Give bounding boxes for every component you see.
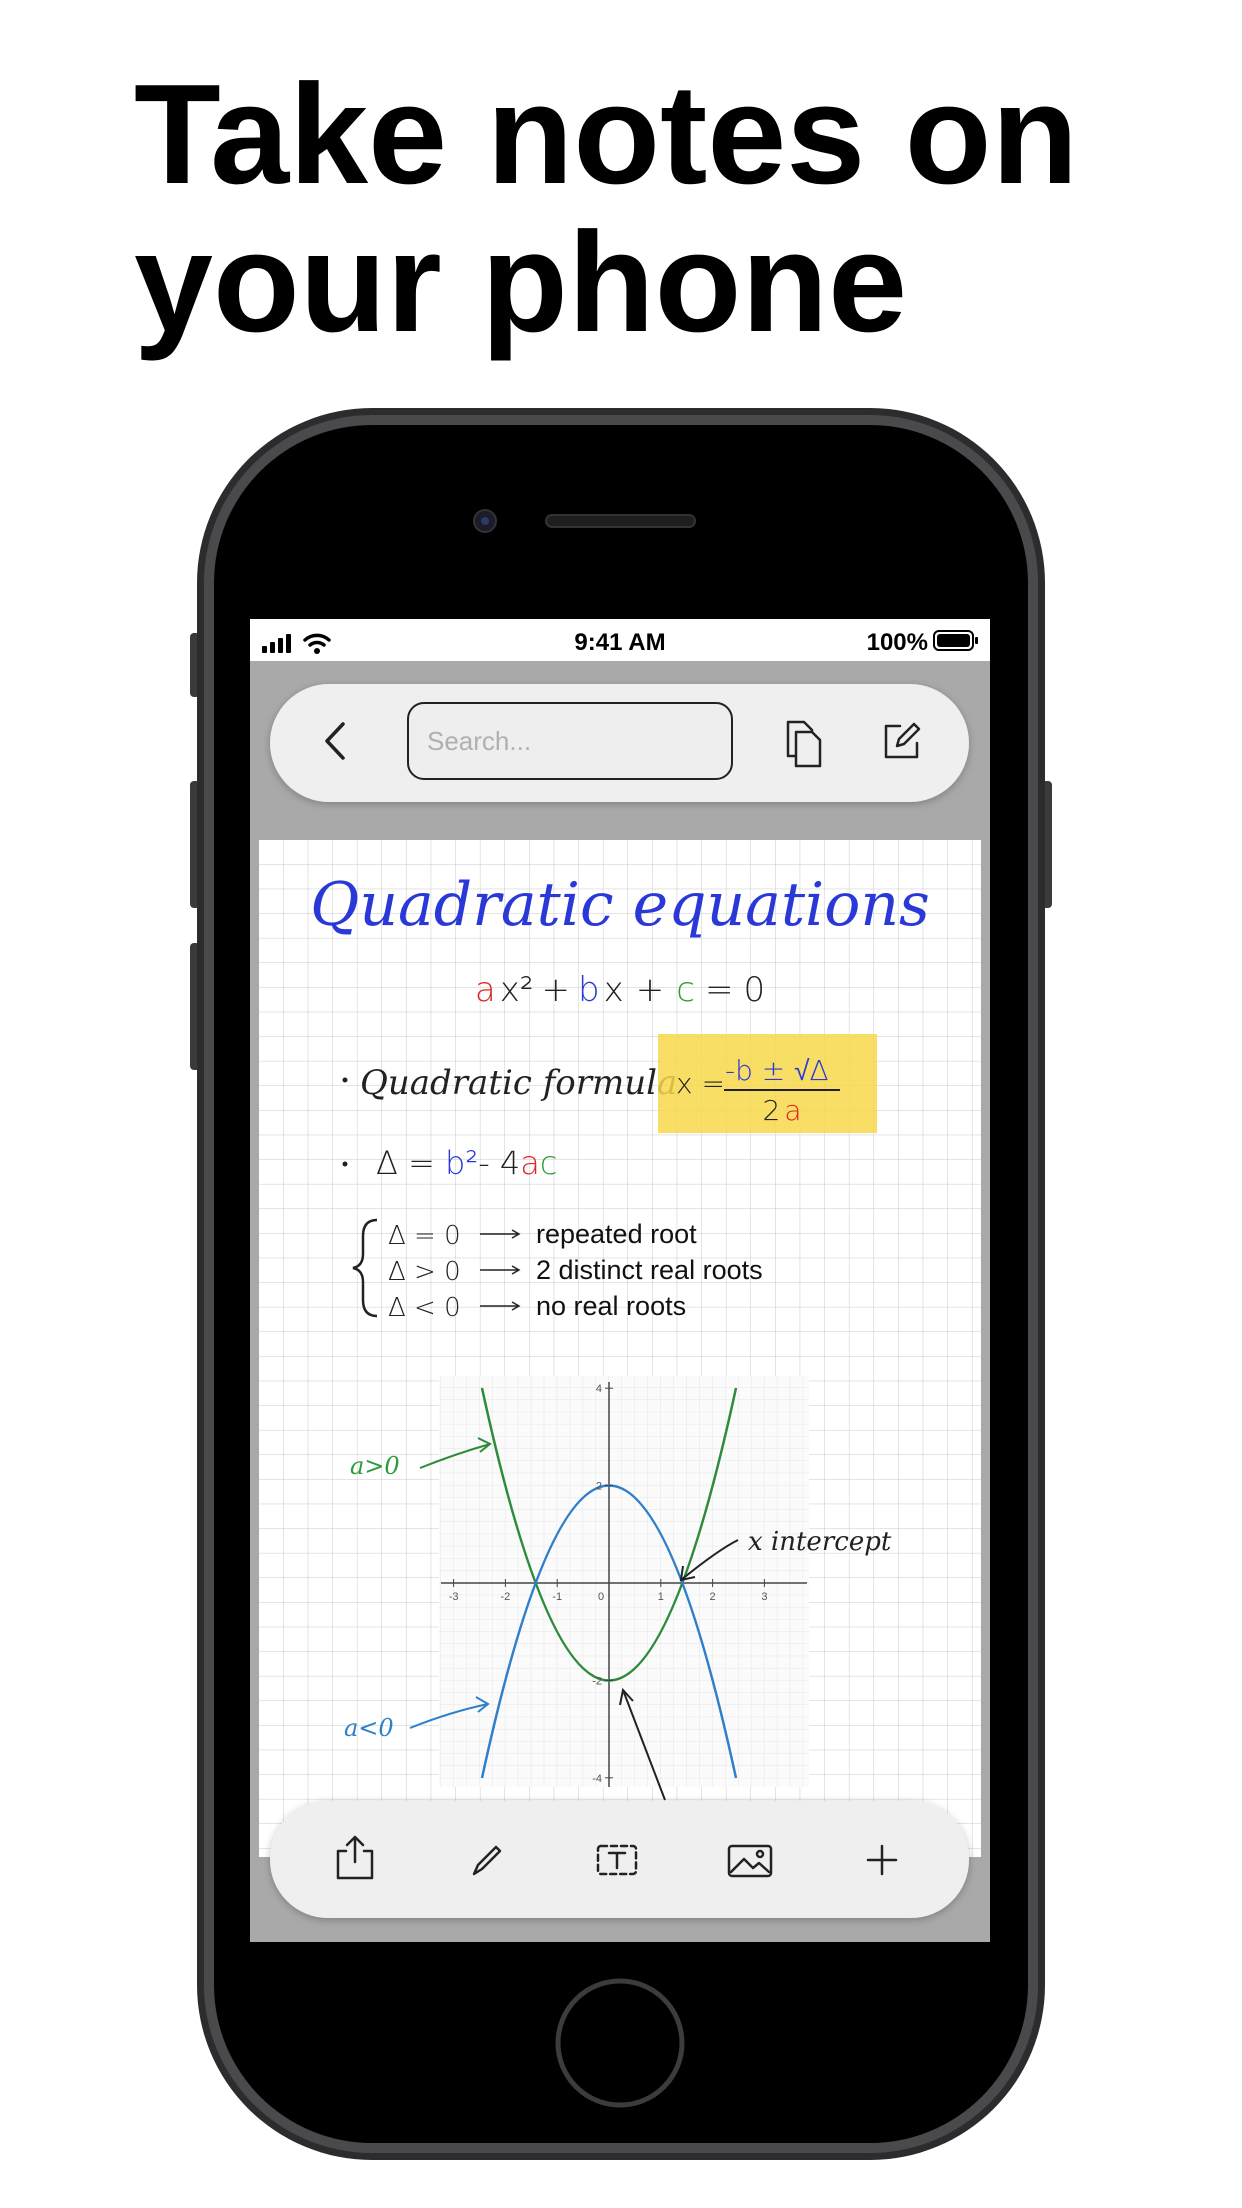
back-button[interactable] (325, 722, 345, 760)
equation-part: + (542, 970, 571, 1010)
add-button[interactable] (866, 1844, 898, 1876)
graph-ticks: -3 -2 -1 0 1 2 3 4 2 -2 -4 (449, 1383, 768, 1785)
headline: Take notes on (134, 55, 1078, 214)
formula-lhs: x = (676, 1067, 725, 1100)
equation: a x² + b x + c = 0 (475, 970, 765, 1010)
signal-icon (262, 634, 291, 653)
case-condition: Δ < 0 (388, 1293, 461, 1323)
case-arrowhead (511, 1229, 521, 1239)
bullet (342, 1077, 348, 1083)
case-result: no real roots (536, 1291, 686, 1321)
text-button[interactable] (596, 1844, 638, 1876)
equation-part: + (636, 970, 665, 1010)
camera-lens (481, 517, 489, 525)
label-negative: a<0 (344, 1714, 394, 1742)
arrow (622, 1689, 666, 1801)
y-tick-label: 4 (596, 1383, 602, 1395)
label-positive: a>0 (350, 1452, 400, 1480)
discriminant-part: b² (445, 1144, 478, 1182)
image-button[interactable] (727, 1844, 773, 1878)
equation-part: = (705, 970, 734, 1010)
share-button[interactable] (336, 1835, 374, 1880)
bottom-toolbar (270, 1801, 969, 1918)
cases: Δ = 0 repeated root Δ > 0 2 distinct real r… (388, 1219, 763, 1323)
equation-part: 0 (743, 970, 765, 1010)
battery-icon (933, 630, 974, 651)
pages-button[interactable] (786, 720, 822, 768)
wifi-dot (314, 648, 320, 654)
equation-part: x (604, 970, 624, 1010)
status-battery: 100% (867, 629, 928, 656)
speaker (545, 514, 696, 528)
note-title: Quadratic equations (310, 870, 930, 940)
case-arrowhead (511, 1265, 521, 1275)
case-arrowhead (511, 1301, 521, 1311)
x-tick-label: 0 (598, 1591, 604, 1603)
discriminant-part: Δ = (376, 1144, 445, 1182)
case-result: 2 distinct real roots (536, 1255, 763, 1285)
x-tick-label: -1 (552, 1591, 562, 1603)
status-time: 9:41 AM (574, 629, 665, 656)
arrowhead (475, 1696, 490, 1713)
arrow (409, 1703, 489, 1729)
screen: 9:41 AM 100% Search... Quadratic equatio… (250, 619, 990, 1942)
formula-numerator: -b ± √Δ (725, 1054, 829, 1087)
equation-part: b (578, 970, 600, 1010)
battery-tip (975, 637, 978, 644)
formula-label: Quadratic formula (360, 1063, 677, 1103)
search-field[interactable] (407, 702, 733, 780)
graph-grid (439, 1376, 809, 1787)
x-tick-label: 1 (658, 1591, 664, 1603)
pen-button[interactable] (472, 1845, 502, 1876)
discriminant: Δ = b²- 4ac (376, 1144, 557, 1182)
brace (352, 1218, 378, 1318)
equation-part: c (676, 970, 695, 1010)
discriminant-part: c (540, 1144, 558, 1182)
y-tick-label: 2 (596, 1481, 602, 1493)
case-condition: Δ = 0 (388, 1221, 461, 1251)
arrowhead (477, 1437, 492, 1453)
case-result: repeated root (536, 1219, 697, 1249)
x-tick-label: 3 (761, 1591, 767, 1603)
arrowhead (679, 1565, 696, 1582)
bullet (342, 1161, 348, 1167)
arrowhead (619, 1687, 634, 1706)
compose-button[interactable] (884, 722, 921, 759)
wifi-icon (303, 633, 331, 647)
x-tick-label: -3 (449, 1591, 459, 1603)
equation-part: a (475, 970, 496, 1010)
y-tick-label: -4 (592, 1773, 602, 1785)
highlight (658, 1034, 877, 1133)
arrow (680, 1539, 739, 1581)
battery-level (937, 634, 970, 647)
y-tick-label: -2 (592, 1675, 602, 1687)
discriminant-part: a (520, 1144, 540, 1182)
denominator-part: a (784, 1094, 801, 1127)
home-button[interactable] (555, 1978, 685, 2108)
x-tick-label: -2 (501, 1591, 511, 1603)
arrow (419, 1443, 491, 1469)
denominator-part: 2 (763, 1094, 781, 1127)
status-bar (250, 619, 990, 661)
search-placeholder: Search... (427, 726, 531, 756)
case-condition: Δ > 0 (388, 1257, 461, 1287)
discriminant-part: - 4 (478, 1144, 520, 1182)
headline: your phone (134, 203, 907, 362)
x-tick-label: 2 (710, 1591, 716, 1603)
equation-part: x² (500, 970, 534, 1010)
label-intercept: x intercept (748, 1527, 892, 1557)
